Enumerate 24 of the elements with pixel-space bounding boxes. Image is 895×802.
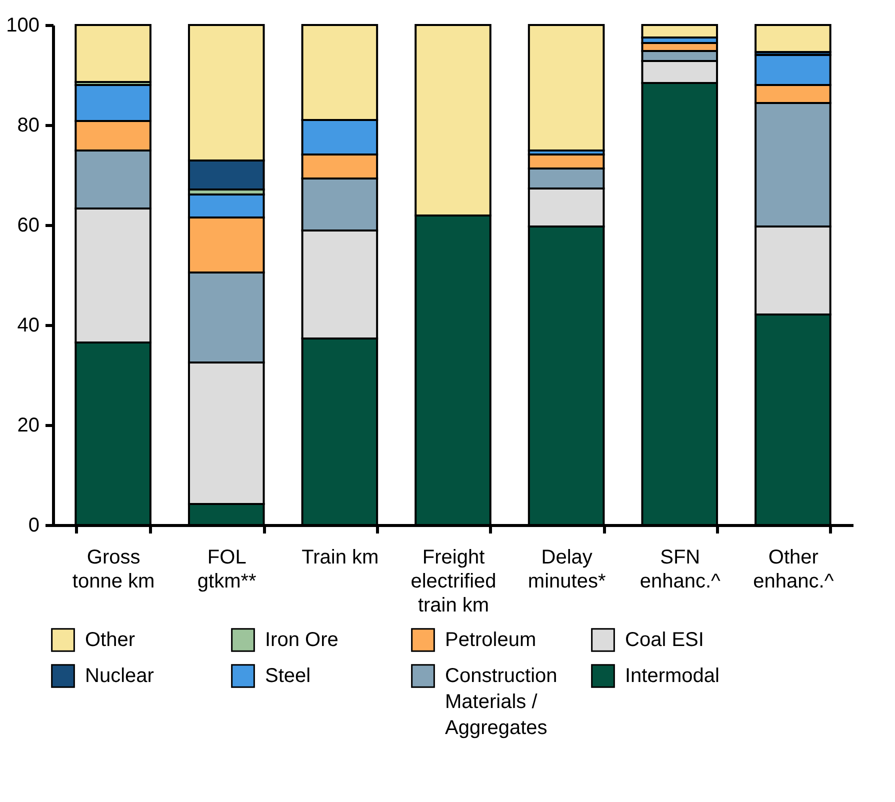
y-tick-label: 40 xyxy=(17,314,40,336)
x-tick-label: Gross tonne km xyxy=(72,546,155,592)
legend-label: Steel xyxy=(265,665,311,687)
y-tick-label: 100 xyxy=(6,14,40,36)
y-tick-label: 60 xyxy=(17,214,40,236)
legend-label: Iron Ore xyxy=(265,629,338,651)
legend-label: Other xyxy=(85,629,136,651)
y-tick-label: 80 xyxy=(17,114,40,136)
legend-label: Petroleum xyxy=(445,629,536,651)
legend-label: Nuclear xyxy=(85,665,154,687)
legend-label: Construction Materials / Aggregates xyxy=(445,665,558,739)
x-tick-label: Train km xyxy=(302,546,379,568)
x-tick-label: Other enhanc.^ xyxy=(753,546,834,592)
bar xyxy=(754,24,832,53)
legend-label: Coal ESI xyxy=(625,629,704,651)
y-tick-label: 20 xyxy=(17,414,40,436)
x-tick-label: SFN enhanc.^ xyxy=(640,546,722,592)
x-tick-label: FOL gtkm** xyxy=(197,546,257,592)
bar xyxy=(528,24,605,152)
y-tick-label: 0 xyxy=(28,514,40,536)
legend-label: Intermodal xyxy=(625,665,720,687)
bar xyxy=(74,24,152,83)
x-tick-label: Freight electrified train km xyxy=(410,546,496,616)
x-tick-label: Delay minutes* xyxy=(528,546,606,592)
